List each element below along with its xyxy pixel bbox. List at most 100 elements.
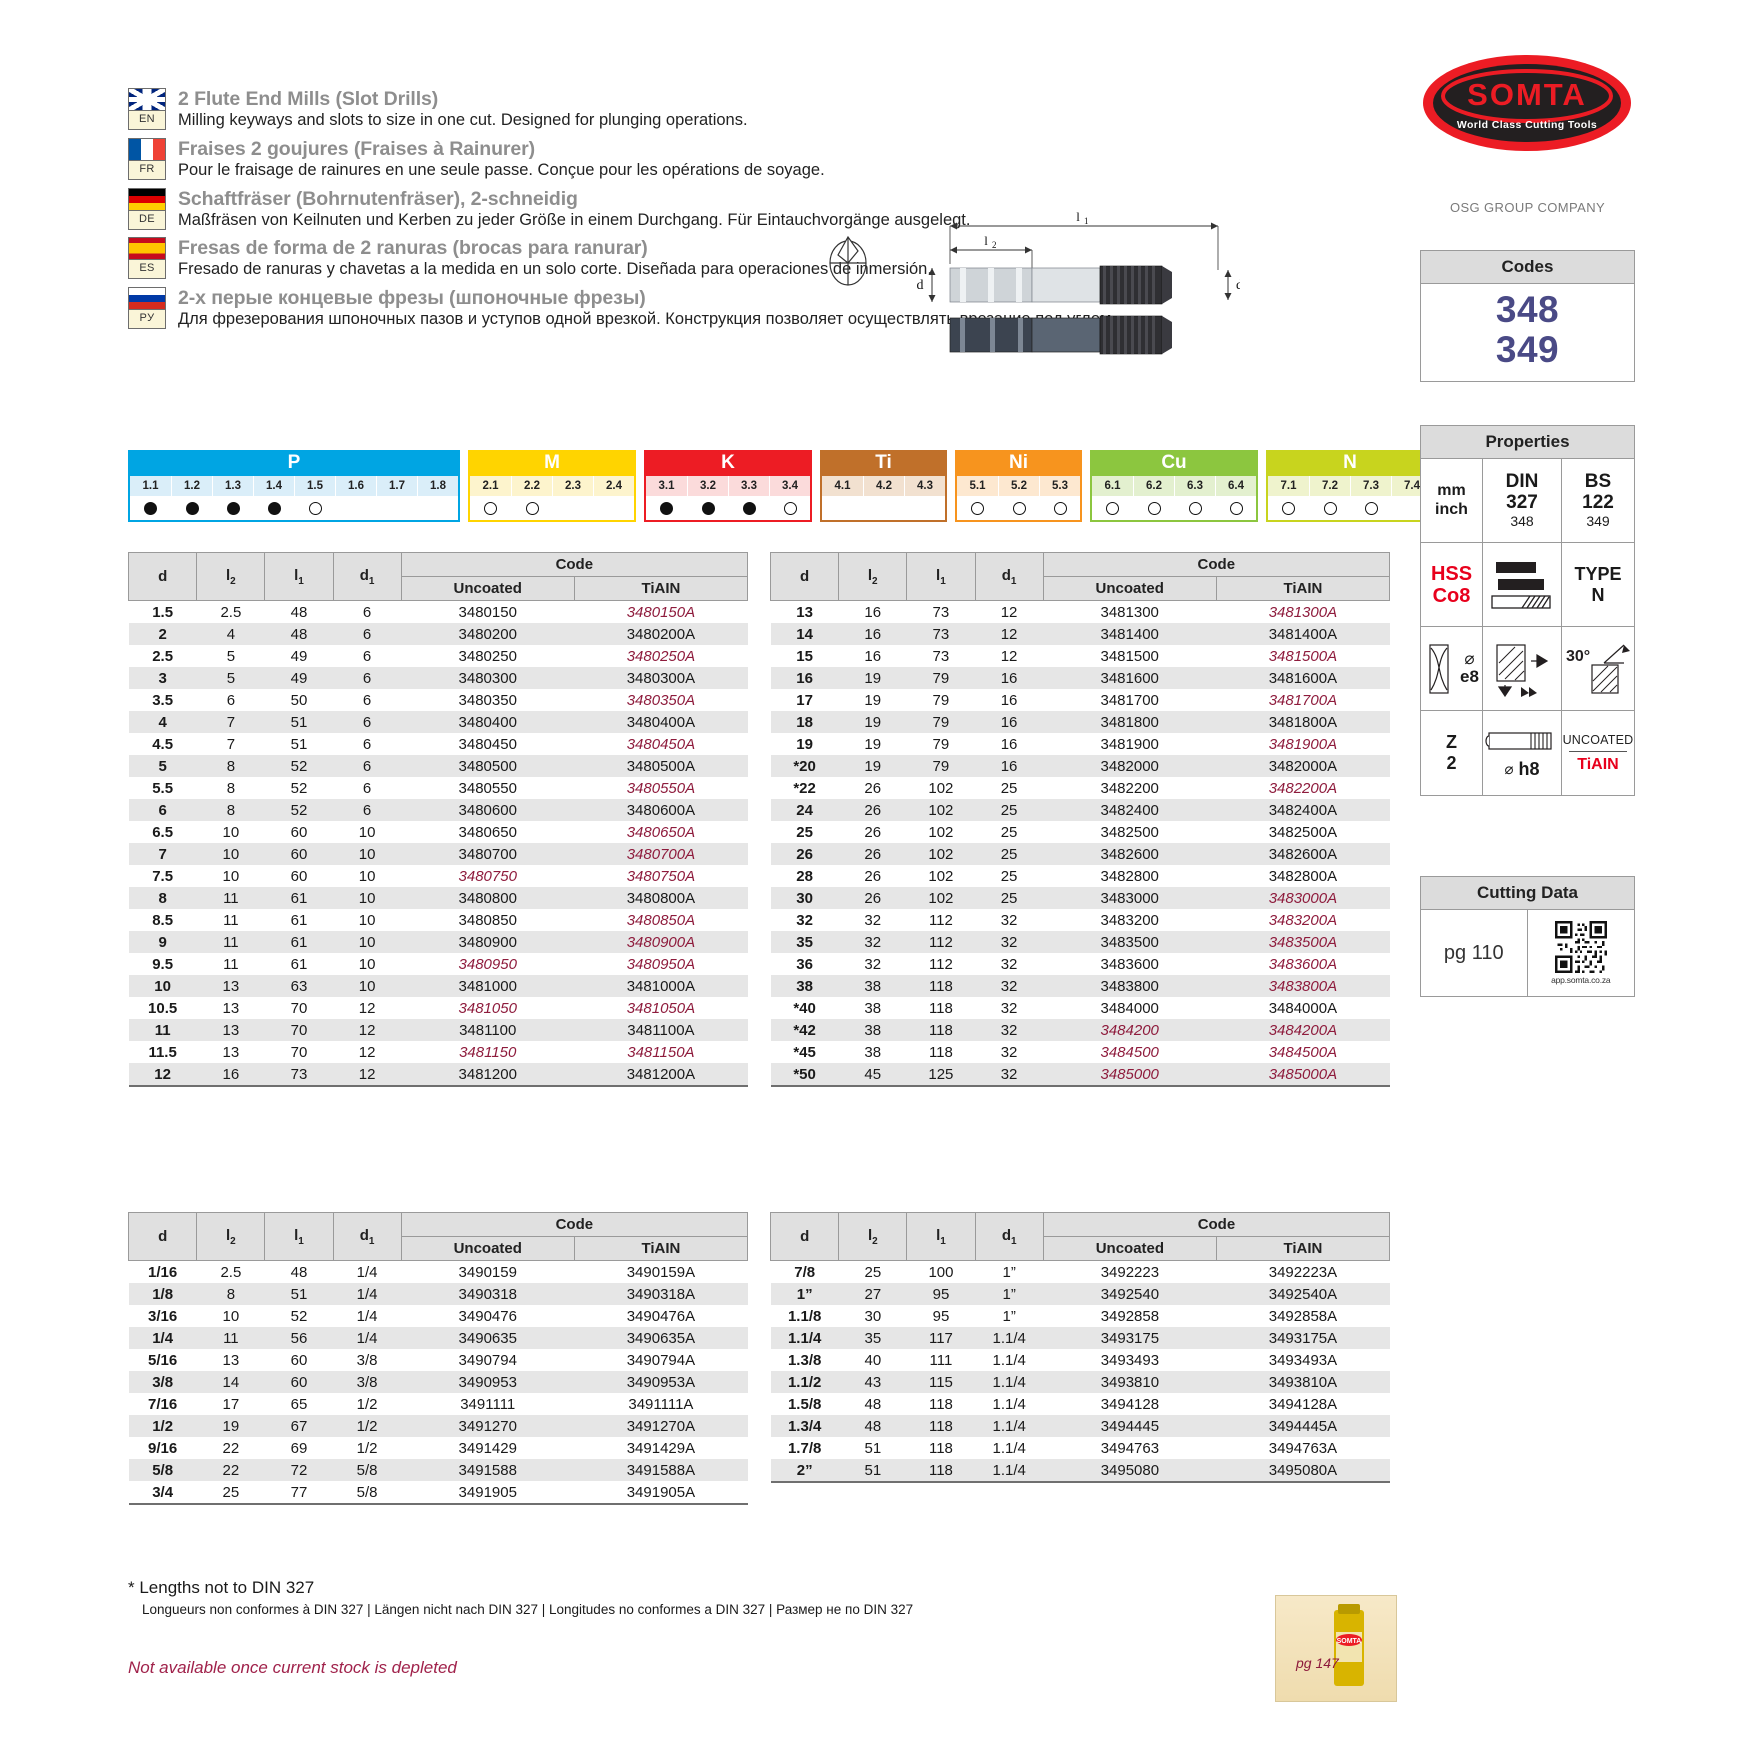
- table-row[interactable]: 5/16 13 60 3/8 3490794 3490794A: [128, 1349, 748, 1371]
- table-row[interactable]: 3.5 6 50 6 3480350 3480350A: [128, 689, 748, 711]
- cell-code-tialn: 3490159A: [626, 1263, 696, 1281]
- cell-diameter: 7: [158, 845, 167, 863]
- cell-d1: 16: [1000, 691, 1018, 709]
- table-row[interactable]: 38 38 118 32 3483800 3483800A: [770, 975, 1390, 997]
- table-row[interactable]: *42 38 118 32 3484200 3484200A: [770, 1019, 1390, 1041]
- cell-d1: 1”: [1002, 1263, 1016, 1281]
- table-row[interactable]: 9.5 11 61 10 3480950 3480950A: [128, 953, 748, 975]
- table-row[interactable]: 3/8 14 60 3/8 3490953 3490953A: [128, 1371, 748, 1393]
- cell-d1: 12: [358, 1021, 376, 1039]
- promo-page-box[interactable]: SOMTA: [1275, 1595, 1397, 1702]
- table-row[interactable]: 1.5 2.5 48 6 3480150 3480150A: [128, 600, 748, 623]
- table-row[interactable]: 10.5 13 70 12 3481050 3481050A: [128, 997, 748, 1019]
- table-row[interactable]: 10 13 63 10 3481000 3481000A: [128, 975, 748, 997]
- suitability-dot-empty-icon: [1364, 501, 1378, 515]
- suitability-dot-none-icon: [391, 502, 404, 515]
- table-row[interactable]: 24 26 102 25 3482400 3482400A: [770, 799, 1390, 821]
- table-row[interactable]: 7.5 10 60 10 3480750 3480750A: [128, 865, 748, 887]
- table-row[interactable]: 11.5 13 70 12 3481150 3481150A: [128, 1041, 748, 1063]
- table-row[interactable]: 19 19 79 16 3481900 3481900A: [770, 733, 1390, 755]
- table-row[interactable]: 7/16 17 65 1/2 3491111 3491111A: [128, 1393, 748, 1415]
- table-row[interactable]: 1/8 8 51 1/4 3490318 3490318A: [128, 1283, 748, 1305]
- cutting-data-page-ref[interactable]: pg 110: [1421, 910, 1528, 996]
- suitability-dot-none-icon: [432, 502, 445, 515]
- table-row[interactable]: 1/16 2.5 48 1/4 3490159 3490159A: [128, 1260, 748, 1283]
- cell-l2: 38: [864, 1043, 882, 1061]
- table-row[interactable]: *45 38 118 32 3484500 3484500A: [770, 1041, 1390, 1063]
- cell-diameter: 26: [796, 845, 813, 863]
- tolerance-h8-label: h8: [1518, 758, 1540, 779]
- table-row[interactable]: 15 16 73 12 3481500 3481500A: [770, 645, 1390, 667]
- table-row[interactable]: 17 19 79 16 3481700 3481700A: [770, 689, 1390, 711]
- table-row[interactable]: 7/8 25 100 1” 3492223 3492223A: [770, 1260, 1390, 1283]
- table-row[interactable]: 32 32 112 32 3483200 3483200A: [770, 909, 1390, 931]
- table-row[interactable]: 1/4 11 56 1/4 3490635 3490635A: [128, 1327, 748, 1349]
- table-row[interactable]: 8.5 11 61 10 3480850 3480850A: [128, 909, 748, 931]
- table-row[interactable]: 11 13 70 12 3481100 3481100A: [128, 1019, 748, 1041]
- cell-l1: 118: [928, 1043, 953, 1061]
- table-row[interactable]: 1.1/4 35 117 1.1/4 3493175 3493175A: [770, 1327, 1390, 1349]
- table-row[interactable]: 25 26 102 25 3482500 3482500A: [770, 821, 1390, 843]
- table-row[interactable]: 1/2 19 67 1/2 3491270 3491270A: [128, 1415, 748, 1437]
- cell-l2: 13: [222, 977, 240, 995]
- table-row[interactable]: *40 38 118 32 3484000 3484000A: [770, 997, 1390, 1019]
- table-row[interactable]: 1.1/2 43 115 1.1/4 3493810 3493810A: [770, 1371, 1390, 1393]
- table-row[interactable]: 4 7 51 6 3480400 3480400A: [128, 711, 748, 733]
- table-row[interactable]: *20 19 79 16 3482000 3482000A: [770, 755, 1390, 777]
- cell-code-tialn: 3481050A: [626, 999, 696, 1017]
- table-row[interactable]: 3/4 25 77 5/8 3491905 3491905A: [128, 1481, 748, 1505]
- table-row[interactable]: 13 16 73 12 3481300 3481300A: [770, 600, 1390, 623]
- table-row[interactable]: 1.1/8 30 95 1” 3492858 3492858A: [770, 1305, 1390, 1327]
- table-row[interactable]: 2.5 5 49 6 3480250 3480250A: [128, 645, 748, 667]
- table-row[interactable]: *50 45 125 32 3485000 3485000A: [770, 1063, 1390, 1087]
- table-row[interactable]: 26 26 102 25 3482600 3482600A: [770, 843, 1390, 865]
- svg-text:2: 2: [992, 240, 997, 250]
- cutting-data-qr[interactable]: app.somta.co.za: [1528, 910, 1635, 996]
- table-row[interactable]: 16 19 79 16 3481600 3481600A: [770, 667, 1390, 689]
- cell-code-uncoated: 3482000: [1100, 757, 1159, 775]
- cell-l2: 16: [864, 647, 882, 665]
- cell-code-tialn: 3491270A: [626, 1417, 696, 1435]
- table-row[interactable]: 14 16 73 12 3481400 3481400A: [770, 623, 1390, 645]
- table-row[interactable]: 1.3/4 48 118 1.1/4 3494445 3494445A: [770, 1415, 1390, 1437]
- cell-diameter: 3/4: [128, 1481, 197, 1505]
- table-row[interactable]: 6.5 10 60 10 3480650 3480650A: [128, 821, 748, 843]
- cell-d1: 1.1/4: [992, 1417, 1026, 1435]
- table-row[interactable]: 9 11 61 10 3480900 3480900A: [128, 931, 748, 953]
- material-cell-dot: [553, 496, 593, 520]
- table-row[interactable]: 28 26 102 25 3482800 3482800A: [770, 865, 1390, 887]
- table-row[interactable]: 1.7/8 51 118 1.1/4 3494763 3494763A: [770, 1437, 1390, 1459]
- cell-code-uncoated: 3484200: [1100, 1021, 1159, 1039]
- cell-l1: 70: [290, 999, 308, 1017]
- material-cell-5.3: 5.3: [1039, 476, 1080, 520]
- table-row[interactable]: 6 8 52 6 3480600 3480600A: [128, 799, 748, 821]
- col-header-uncoated: Uncoated: [1042, 576, 1217, 601]
- table-row[interactable]: 3/16 10 52 1/4 3490476 3490476A: [128, 1305, 748, 1327]
- cell-d1: 6: [362, 691, 372, 709]
- cell-l2: 26: [864, 845, 882, 863]
- table-row[interactable]: 1” 27 95 1” 3492540 3492540A: [770, 1283, 1390, 1305]
- lang-desc-fr: Pour le fraisage de rainures en une seul…: [178, 160, 825, 179]
- cell-diameter: 1.5/8: [787, 1395, 822, 1413]
- prop-din-number: 327: [1506, 491, 1538, 513]
- table-row[interactable]: 8 11 61 10 3480800 3480800A: [128, 887, 748, 909]
- table-row[interactable]: 9/16 22 69 1/2 3491429 3491429A: [128, 1437, 748, 1459]
- table-row[interactable]: 5.5 8 52 6 3480550 3480550A: [128, 777, 748, 799]
- table-row[interactable]: 4.5 7 51 6 3480450 3480450A: [128, 733, 748, 755]
- table-row[interactable]: 30 26 102 25 3483000 3483000A: [770, 887, 1390, 909]
- table-row[interactable]: 7 10 60 10 3480700 3480700A: [128, 843, 748, 865]
- cell-d1: 12: [358, 1043, 376, 1061]
- russia-flag-icon: [128, 287, 166, 311]
- table-row[interactable]: 36 32 112 32 3483600 3483600A: [770, 953, 1390, 975]
- table-row[interactable]: 2 4 48 6 3480200 3480200A: [128, 623, 748, 645]
- table-row[interactable]: 12 16 73 12 3481200 3481200A: [128, 1063, 748, 1087]
- table-row[interactable]: 35 32 112 32 3483500 3483500A: [770, 931, 1390, 953]
- table-row[interactable]: 2” 51 118 1.1/4 3495080 3495080A: [770, 1459, 1390, 1483]
- table-row[interactable]: 3 5 49 6 3480300 3480300A: [128, 667, 748, 689]
- table-row[interactable]: 5 8 52 6 3480500 3480500A: [128, 755, 748, 777]
- table-row[interactable]: 1.5/8 48 118 1.1/4 3494128 3494128A: [770, 1393, 1390, 1415]
- table-row[interactable]: 1.3/8 40 111 1.1/4 3493493 3493493A: [770, 1349, 1390, 1371]
- table-row[interactable]: *22 26 102 25 3482200 3482200A: [770, 777, 1390, 799]
- table-row[interactable]: 18 19 79 16 3481800 3481800A: [770, 711, 1390, 733]
- table-row[interactable]: 5/8 22 72 5/8 3491588 3491588A: [128, 1459, 748, 1481]
